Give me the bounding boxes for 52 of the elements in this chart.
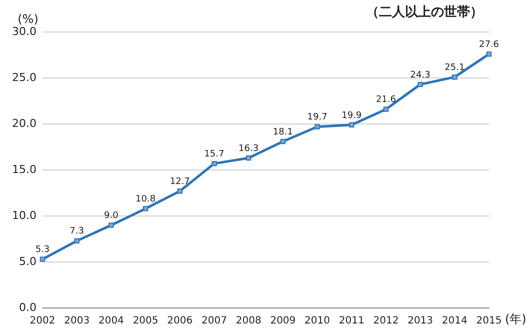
point bbox=[280, 138, 286, 144]
x-axis-title: (年) bbox=[505, 312, 526, 326]
y-tick-label: 20.0 bbox=[12, 116, 36, 130]
point bbox=[452, 74, 458, 80]
data-label: 5.3 bbox=[35, 245, 50, 256]
data-label: 10.8 bbox=[136, 194, 156, 204]
point bbox=[246, 155, 252, 161]
point bbox=[314, 124, 320, 130]
point bbox=[212, 160, 217, 166]
data-label: 19.9 bbox=[342, 110, 362, 121]
data-label: 15.7 bbox=[204, 149, 224, 160]
data-label: 21.6 bbox=[376, 95, 396, 106]
point bbox=[142, 206, 148, 212]
point bbox=[40, 256, 46, 262]
data-label: 16.3 bbox=[238, 144, 259, 154]
data-label: 25.1 bbox=[444, 62, 465, 73]
data-label: 27.6 bbox=[478, 40, 500, 50]
x-tick-label: 2006 bbox=[167, 316, 193, 327]
point bbox=[383, 106, 389, 112]
text: （二人以上の世帯） bbox=[366, 4, 483, 20]
y-tick-label: 30.0 bbox=[12, 24, 36, 38]
y-axis-title: (%) bbox=[18, 12, 38, 26]
point bbox=[108, 222, 114, 228]
x-tick-label: 2008 bbox=[236, 316, 262, 327]
point bbox=[348, 122, 354, 128]
y-tick-label: 25.0 bbox=[12, 70, 36, 84]
x-tick-label: 2002 bbox=[30, 316, 56, 327]
y-tick-label: 0.0 bbox=[18, 300, 36, 314]
y-tick-label: 5.0 bbox=[18, 254, 36, 268]
x-tick-label: 2012 bbox=[373, 316, 399, 327]
data-label: 7.3 bbox=[70, 226, 84, 237]
point bbox=[418, 82, 423, 88]
x-tick-label: 2014 bbox=[442, 316, 468, 327]
data-label: 19.7 bbox=[307, 112, 328, 123]
point bbox=[177, 188, 182, 194]
x-tick-label: 2015 bbox=[476, 316, 502, 327]
data-label: 9.0 bbox=[104, 211, 119, 222]
data-label: 18.1 bbox=[272, 127, 293, 138]
x-tick-label: 2011 bbox=[338, 316, 364, 327]
x-tick-label: 2010 bbox=[304, 316, 330, 327]
point bbox=[486, 51, 492, 57]
x-tick-label: 2013 bbox=[408, 316, 434, 327]
y-tick-label: 15.0 bbox=[12, 162, 36, 176]
x-tick-label: 2004 bbox=[98, 316, 124, 327]
data-label: 12.7 bbox=[170, 177, 190, 188]
y-tick-label: 10.0 bbox=[12, 208, 36, 222]
x-tick-label: 2005 bbox=[132, 316, 158, 327]
x-tick-label: 2009 bbox=[270, 316, 296, 327]
point bbox=[74, 238, 80, 244]
data-label: 24.3 bbox=[410, 70, 430, 80]
x-tick-label: 2003 bbox=[64, 316, 90, 327]
x-tick-label: 2007 bbox=[202, 316, 227, 327]
